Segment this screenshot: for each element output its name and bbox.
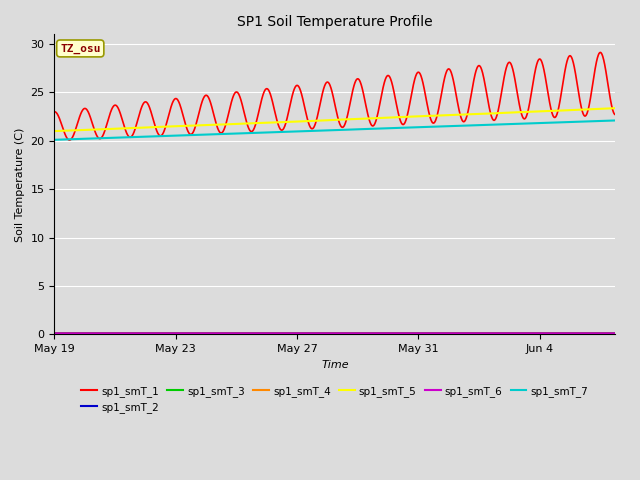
sp1_smT_3: [428, 331, 436, 336]
sp1_smT_4: [428, 330, 436, 336]
sp1_smT_3: [595, 331, 603, 336]
sp1_smT_1: [612, 112, 620, 118]
sp1_smT_4: [120, 330, 127, 336]
sp1_smT_5: [120, 125, 127, 131]
sp1_smT_5: [51, 128, 58, 134]
sp1_smT_5: [428, 113, 436, 119]
sp1_smT_1: [452, 92, 460, 97]
Title: SP1 Soil Temperature Profile: SP1 Soil Temperature Profile: [237, 15, 433, 29]
sp1_smT_5: [452, 112, 460, 118]
sp1_smT_6: [568, 330, 576, 336]
sp1_smT_7: [568, 119, 576, 125]
sp1_smT_4: [452, 330, 460, 336]
sp1_smT_1: [51, 109, 58, 115]
sp1_smT_4: [278, 330, 286, 336]
sp1_smT_7: [120, 134, 127, 140]
sp1_smT_3: [452, 331, 460, 336]
sp1_smT_4: [595, 330, 603, 336]
sp1_smT_1: [596, 50, 604, 56]
sp1_smT_6: [428, 330, 436, 336]
sp1_smT_7: [612, 118, 620, 123]
sp1_smT_6: [120, 330, 127, 336]
sp1_smT_7: [51, 137, 58, 143]
sp1_smT_1: [429, 120, 436, 125]
sp1_smT_1: [66, 137, 74, 143]
sp1_smT_6: [278, 330, 286, 336]
sp1_smT_7: [428, 124, 436, 130]
sp1_smT_3: [278, 331, 286, 336]
sp1_smT_7: [278, 129, 286, 135]
sp1_smT_5: [278, 119, 286, 125]
sp1_smT_1: [120, 122, 128, 128]
sp1_smT_3: [120, 331, 127, 336]
sp1_smT_1: [279, 127, 287, 133]
sp1_smT_6: [595, 330, 603, 336]
sp1_smT_4: [568, 330, 576, 336]
sp1_smT_2: [452, 330, 460, 336]
sp1_smT_5: [595, 106, 603, 112]
sp1_smT_5: [612, 105, 620, 111]
Text: TZ_osu: TZ_osu: [60, 43, 100, 54]
sp1_smT_3: [51, 331, 58, 336]
Line: sp1_smT_1: sp1_smT_1: [54, 52, 616, 140]
sp1_smT_2: [120, 330, 127, 336]
sp1_smT_5: [568, 107, 576, 113]
sp1_smT_4: [51, 330, 58, 336]
Legend: sp1_smT_1, sp1_smT_2, sp1_smT_3, sp1_smT_4, sp1_smT_5, sp1_smT_6, sp1_smT_7: sp1_smT_1, sp1_smT_2, sp1_smT_3, sp1_smT…: [77, 382, 593, 417]
sp1_smT_1: [596, 49, 604, 55]
sp1_smT_7: [452, 123, 460, 129]
Line: sp1_smT_7: sp1_smT_7: [54, 120, 616, 140]
sp1_smT_2: [51, 330, 58, 336]
sp1_smT_2: [612, 330, 620, 336]
Y-axis label: Soil Temperature (C): Soil Temperature (C): [15, 127, 25, 241]
sp1_smT_1: [568, 57, 576, 62]
X-axis label: Time: Time: [321, 360, 349, 370]
sp1_smT_6: [51, 330, 58, 336]
sp1_smT_6: [612, 330, 620, 336]
sp1_smT_6: [452, 330, 460, 336]
sp1_smT_3: [612, 331, 620, 336]
sp1_smT_4: [612, 330, 620, 336]
Line: sp1_smT_5: sp1_smT_5: [54, 108, 616, 131]
sp1_smT_2: [278, 330, 286, 336]
sp1_smT_2: [568, 330, 576, 336]
sp1_smT_3: [568, 331, 576, 336]
sp1_smT_2: [595, 330, 603, 336]
sp1_smT_2: [428, 330, 436, 336]
sp1_smT_7: [595, 118, 603, 124]
